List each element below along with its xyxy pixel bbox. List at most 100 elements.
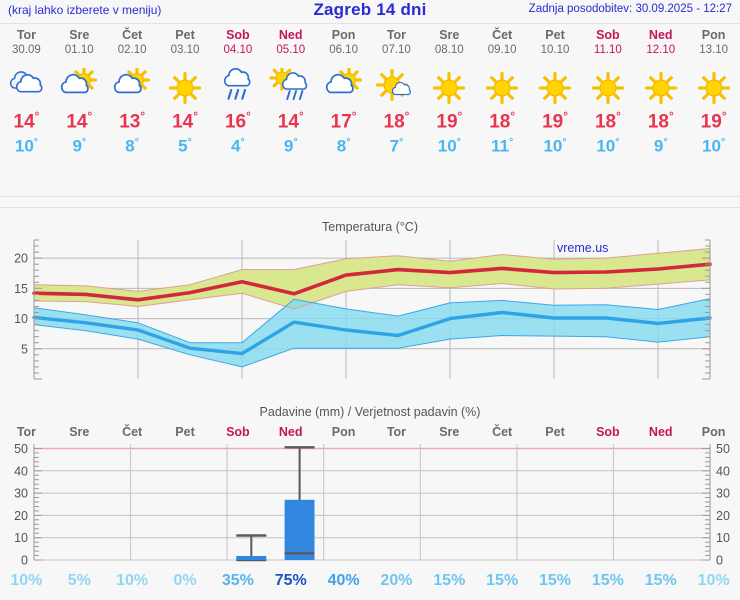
day-name: Sre — [439, 28, 460, 42]
precipitation-probability-11: 15% — [591, 572, 624, 589]
sunny-icon — [639, 68, 683, 108]
day-date: 05.10 — [276, 44, 306, 56]
day-date: 07.10 — [382, 44, 411, 56]
svg-text:10: 10 — [14, 531, 28, 545]
max-temperature-row: 14° 14° 13° 14° 16° 14° 17° 18° 19° 18° 19° 18° 18° 1… — [0, 110, 740, 136]
svg-text:5: 5 — [21, 342, 28, 356]
partly-sunny-icon — [57, 68, 101, 108]
min-temp-7: 7° — [389, 136, 404, 156]
header-divider — [0, 23, 740, 24]
svg-text:50: 50 — [716, 442, 730, 456]
sun-small-cloud-icon — [374, 68, 418, 108]
day-date: 08.10 — [434, 44, 464, 56]
day-header-6[interactable]: Pon 06.10 — [317, 28, 370, 64]
precipitation-chart: 0 0 10 10 20 20 30 30 40 40 50 50 — [14, 442, 730, 568]
day-header-7[interactable]: Tor 07.10 — [370, 28, 423, 64]
day-header-0[interactable]: Tor 30.09 — [0, 28, 53, 64]
section-divider-bottom — [0, 207, 740, 208]
day-header-8[interactable]: Sre 08.10 — [423, 28, 476, 64]
day-name: Sre — [69, 28, 90, 42]
precipitation-day-label-11: Sob — [596, 425, 620, 439]
weather-icon-cell-7 — [370, 66, 423, 110]
precipitation-probability-7: 20% — [380, 572, 413, 589]
weather-icon-cell-3 — [159, 66, 212, 110]
svg-text:50: 50 — [14, 442, 28, 456]
weather-icon-cell-6 — [317, 66, 370, 110]
sunny-icon — [163, 68, 207, 108]
svg-text:15: 15 — [14, 282, 28, 296]
precipitation-probability-1: 5% — [67, 572, 91, 589]
day-header-11[interactable]: Sob 11.10 — [581, 28, 634, 64]
min-temp-4: 4° — [231, 136, 245, 156]
precipitation-day-label-5: Ned — [278, 425, 303, 439]
svg-text:0: 0 — [21, 554, 28, 568]
day-name: Sob — [226, 28, 250, 42]
max-temp-4: 16° — [224, 110, 251, 133]
precipitation-chart-title: Padavine (mm) / Verjetnost padavin (%) — [259, 405, 481, 419]
weather-icon-cell-5 — [264, 66, 317, 110]
min-temp-13: 10° — [702, 136, 726, 156]
weather-icon-cell-4 — [211, 66, 264, 110]
max-temp-1: 14° — [66, 110, 93, 133]
partly-sunny-icon — [110, 68, 154, 108]
day-date: 10.10 — [540, 44, 570, 56]
precipitation-probability-9: 15% — [486, 572, 519, 589]
min-temp-0: 10° — [14, 136, 38, 156]
precipitation-day-label-7: Tor — [386, 425, 407, 439]
day-date: 13.10 — [699, 44, 728, 56]
min-temp-1: 9° — [72, 136, 87, 156]
min-temp-6: 8° — [336, 136, 351, 156]
min-temp-11: 10° — [596, 136, 620, 156]
day-header-3[interactable]: Pet 03.10 — [159, 28, 212, 64]
sun-cloud-rain-icon — [269, 68, 313, 108]
section-divider-top — [0, 196, 740, 197]
max-temp-13: 19° — [700, 110, 727, 133]
max-temp-9: 18° — [489, 110, 516, 133]
weather-icon-cell-2 — [106, 66, 159, 110]
page-title: Zagreb 14 dni — [313, 0, 427, 19]
day-header-9[interactable]: Čet 09.10 — [476, 28, 529, 64]
day-date: 09.10 — [487, 44, 517, 56]
day-header-1[interactable]: Sre 01.10 — [53, 28, 106, 64]
location-hint: (kraj lahko izberete v meniju) — [8, 3, 162, 17]
svg-text:10: 10 — [716, 531, 730, 545]
day-header-13[interactable]: Pon 13.10 — [687, 28, 740, 64]
min-temp-2: 8° — [125, 136, 139, 156]
partly-sunny-icon — [322, 68, 366, 108]
svg-text:20: 20 — [14, 252, 28, 266]
svg-text:40: 40 — [14, 464, 28, 478]
max-temp-11: 18° — [594, 110, 621, 133]
max-temp-10: 19° — [542, 110, 568, 133]
precipitation-day-label-6: Pon — [331, 425, 356, 439]
precipitation-probability-5: 75% — [274, 572, 307, 589]
temperature-chart-title: Temperatura (°C) — [322, 220, 418, 234]
precipitation-probability-13: 10% — [697, 572, 730, 589]
sunny-icon — [586, 68, 630, 108]
min-temperature-row: 10° 9° 8° 5° 4° 9° 8° 7° 10° 11° 10° 10° 9° 10° — [0, 136, 740, 162]
min-temp-3: 5° — [178, 136, 192, 156]
day-header-12[interactable]: Ned 12.10 — [634, 28, 687, 64]
day-date: 03.10 — [170, 44, 200, 56]
precipitation-probability-6: 40% — [327, 572, 360, 589]
precipitation-probability-2: 10% — [116, 572, 149, 589]
precipitation-day-label-8: Sre — [439, 425, 460, 439]
day-name: Pon — [331, 28, 356, 42]
day-date: 04.10 — [223, 44, 253, 56]
min-temp-12: 9° — [653, 136, 668, 156]
max-temp-2: 13° — [119, 110, 146, 133]
day-header-4[interactable]: Sob 04.10 — [211, 28, 264, 64]
day-name: Ned — [278, 28, 303, 42]
day-header-2[interactable]: Čet 02.10 — [106, 28, 159, 64]
precipitation-probability-0: 10% — [10, 572, 43, 589]
weather-icon-cell-1 — [53, 66, 106, 110]
day-date: 30.09 — [12, 44, 41, 56]
weather-icon-cell-9 — [476, 66, 529, 110]
max-temp-0: 14° — [13, 110, 40, 133]
max-temp-5: 14° — [277, 110, 304, 133]
day-name: Pet — [545, 28, 565, 42]
day-header-10[interactable]: Pet 10.10 — [529, 28, 582, 64]
day-date: 11.10 — [593, 44, 622, 56]
day-header-5[interactable]: Ned 05.10 — [264, 28, 317, 64]
weather-icon-cell-11 — [581, 66, 634, 110]
weather-icon-cell-12 — [634, 66, 687, 110]
